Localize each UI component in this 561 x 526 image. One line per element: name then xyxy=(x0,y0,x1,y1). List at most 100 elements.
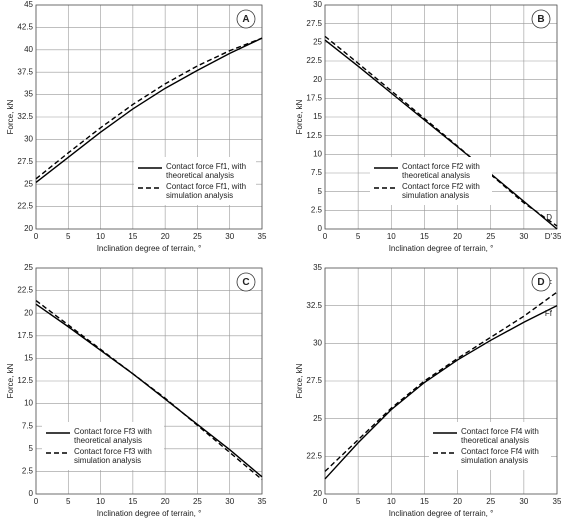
x-tick-label: 15 xyxy=(420,497,429,506)
y-tick-label: 35 xyxy=(24,90,33,99)
legend-item: Contact force Ff3 with simulation analys… xyxy=(46,447,160,465)
legend-label: Contact force Ff1, with theoretical anal… xyxy=(166,162,247,180)
y-tick-label: 22.5 xyxy=(17,286,33,295)
y-tick-label: 32.5 xyxy=(306,301,322,310)
legend: Contact force Ff2 with theoretical analy… xyxy=(370,157,492,205)
legend-swatch xyxy=(433,432,457,434)
legend: Contact force Ff3 with theoretical analy… xyxy=(42,422,164,470)
y-tick-label: 27.5 xyxy=(306,19,322,28)
y-tick-label: 5 xyxy=(318,187,323,196)
y-tick-label: 17.5 xyxy=(17,331,33,340)
x-tick-label: 35 xyxy=(553,497,561,506)
x-tick-label: 20 xyxy=(453,497,462,506)
panel-badge xyxy=(236,9,256,29)
x-tick-label: 30 xyxy=(225,497,234,506)
y-tick-label: 12.5 xyxy=(17,376,33,385)
legend-swatch xyxy=(138,167,162,169)
plot-frame xyxy=(324,267,558,495)
x-tick-label: 15 xyxy=(128,497,137,506)
y-tick-label: 32.5 xyxy=(17,112,33,121)
y-tick-label: 30 xyxy=(313,338,322,347)
annotation: D xyxy=(546,213,552,222)
x-tick-label: 5 xyxy=(66,232,71,241)
legend-label: Contact force Ff4 with theoretical analy… xyxy=(461,427,539,445)
y-tick-label: 25 xyxy=(24,263,33,272)
y-tick-label: 15 xyxy=(24,354,33,363)
y-tick-label: 20 xyxy=(313,75,322,84)
y-tick-label: 20 xyxy=(24,224,33,233)
legend-swatch xyxy=(138,187,162,189)
legend-item: Contact force Ff2 with theoretical analy… xyxy=(374,162,488,180)
y-tick-label: 30 xyxy=(24,135,33,144)
y-tick-label: 0 xyxy=(29,489,34,498)
x-tick-label: 10 xyxy=(387,232,396,241)
panel-label: A xyxy=(242,14,249,25)
y-axis-label: Force, kN xyxy=(6,99,15,134)
series-line xyxy=(35,303,263,478)
series-line xyxy=(35,37,263,183)
legend: Contact force Ff1, with theoretical anal… xyxy=(134,157,256,205)
x-tick-label: 5 xyxy=(66,497,71,506)
x-tick-label: 5 xyxy=(356,497,361,506)
legend-label: Contact force Ff4 with simulation analys… xyxy=(461,447,539,465)
legend-swatch xyxy=(374,167,398,169)
legend-item: Contact force Ff1, with simulation analy… xyxy=(138,182,252,200)
legend: Contact force Ff4 with theoretical analy… xyxy=(429,422,551,470)
y-tick-label: 7.5 xyxy=(22,421,34,430)
x-tick-label: 0 xyxy=(323,232,328,241)
x-tick-label: 30 xyxy=(225,232,234,241)
y-tick-label: 10 xyxy=(24,399,33,408)
y-tick-label: 25 xyxy=(24,179,33,188)
x-tick-label: 30 xyxy=(519,232,528,241)
x-tick-label: 35 xyxy=(258,232,267,241)
legend-swatch xyxy=(433,452,457,454)
series-line xyxy=(324,305,558,480)
y-tick-label: 2.5 xyxy=(22,467,34,476)
panel-label: C xyxy=(242,277,249,288)
x-tick-label: 35 xyxy=(553,232,561,241)
legend-item: Contact force Ff4 with theoretical analy… xyxy=(433,427,547,445)
legend-item: Contact force Ff2 with simulation analys… xyxy=(374,182,488,200)
x-axis-label: Inclination degree of terrain, ° xyxy=(97,509,202,518)
y-tick-label: 22.5 xyxy=(17,202,33,211)
y-tick-label: 22.5 xyxy=(306,56,322,65)
panel-badge xyxy=(236,272,256,292)
x-axis-label: Inclination degree of terrain, ° xyxy=(389,509,494,518)
x-tick-label: 30 xyxy=(519,497,528,506)
legend-item: Contact force Ff4 with simulation analys… xyxy=(433,447,547,465)
legend-item: Contact force Ff1, with theoretical anal… xyxy=(138,162,252,180)
y-tick-label: 7.5 xyxy=(311,168,323,177)
series-line xyxy=(324,291,558,472)
y-tick-label: 12.5 xyxy=(306,131,322,140)
y-tick-label: 22.5 xyxy=(306,451,322,460)
y-tick-label: 35 xyxy=(313,263,322,272)
y-tick-label: 45 xyxy=(24,0,33,9)
y-axis-label: Force, kN xyxy=(295,99,304,134)
x-tick-label: 25 xyxy=(486,232,495,241)
y-tick-label: 20 xyxy=(313,489,322,498)
legend-swatch xyxy=(46,432,70,434)
x-tick-label: 20 xyxy=(161,497,170,506)
panel-badge xyxy=(531,272,551,292)
y-axis-label: Force, kN xyxy=(295,363,304,398)
x-tick-label: 10 xyxy=(96,232,105,241)
x-tick-label: 0 xyxy=(323,497,328,506)
x-tick-label: 35 xyxy=(258,497,267,506)
y-tick-label: 0 xyxy=(318,224,323,233)
x-tick-label: 5 xyxy=(356,232,361,241)
legend-label: Contact force Ff2 with theoretical analy… xyxy=(402,162,480,180)
y-tick-label: 17.5 xyxy=(306,93,322,102)
y-tick-label: 27.5 xyxy=(306,376,322,385)
annotation: Ff xyxy=(545,309,553,318)
legend-swatch xyxy=(374,187,398,189)
x-axis-label: Inclination degree of terrain, ° xyxy=(97,244,202,253)
x-axis-label: Inclination degree of terrain, ° xyxy=(389,244,494,253)
y-tick-label: 37.5 xyxy=(17,67,33,76)
x-tick-label: 15 xyxy=(420,232,429,241)
x-tick-label: 10 xyxy=(387,497,396,506)
y-tick-label: 15 xyxy=(313,112,322,121)
x-tick-label: 25 xyxy=(193,232,202,241)
x-tick-label: 0 xyxy=(34,232,39,241)
